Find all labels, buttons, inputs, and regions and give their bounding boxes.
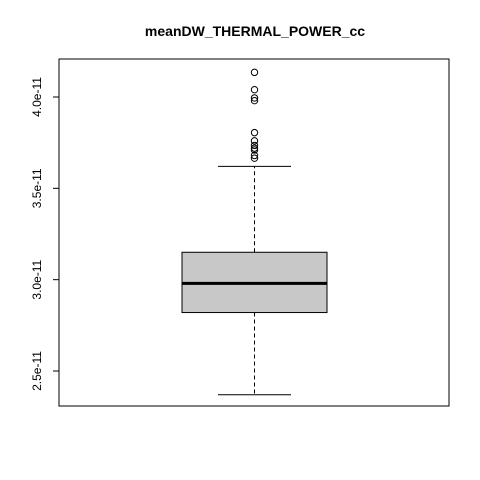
outlier-point [250, 151, 259, 160]
outlier-point [250, 96, 259, 105]
y-tick-label: 3.0e-11 [30, 259, 44, 299]
y-axis: 2.5e-11 3.0e-11 3.5e-11 4.0e-11 [30, 77, 60, 391]
outlier-point [250, 85, 259, 94]
plot-frame [58, 58, 450, 407]
outlier-point [250, 128, 259, 137]
outlier-point [250, 68, 259, 77]
y-tick-label: 3.5e-11 [30, 168, 44, 208]
outlier-point [250, 141, 259, 150]
outlier-point [250, 144, 259, 152]
box-marks [181, 68, 328, 396]
outlier-point [250, 154, 259, 162]
outlier-point [250, 137, 259, 145]
y-tick-label: 2.5e-11 [30, 351, 44, 391]
outlier-point [250, 94, 259, 102]
chart-title: meanDW_THERMAL_POWER_cc [145, 23, 365, 39]
y-tick-label: 4.0e-11 [30, 77, 44, 117]
